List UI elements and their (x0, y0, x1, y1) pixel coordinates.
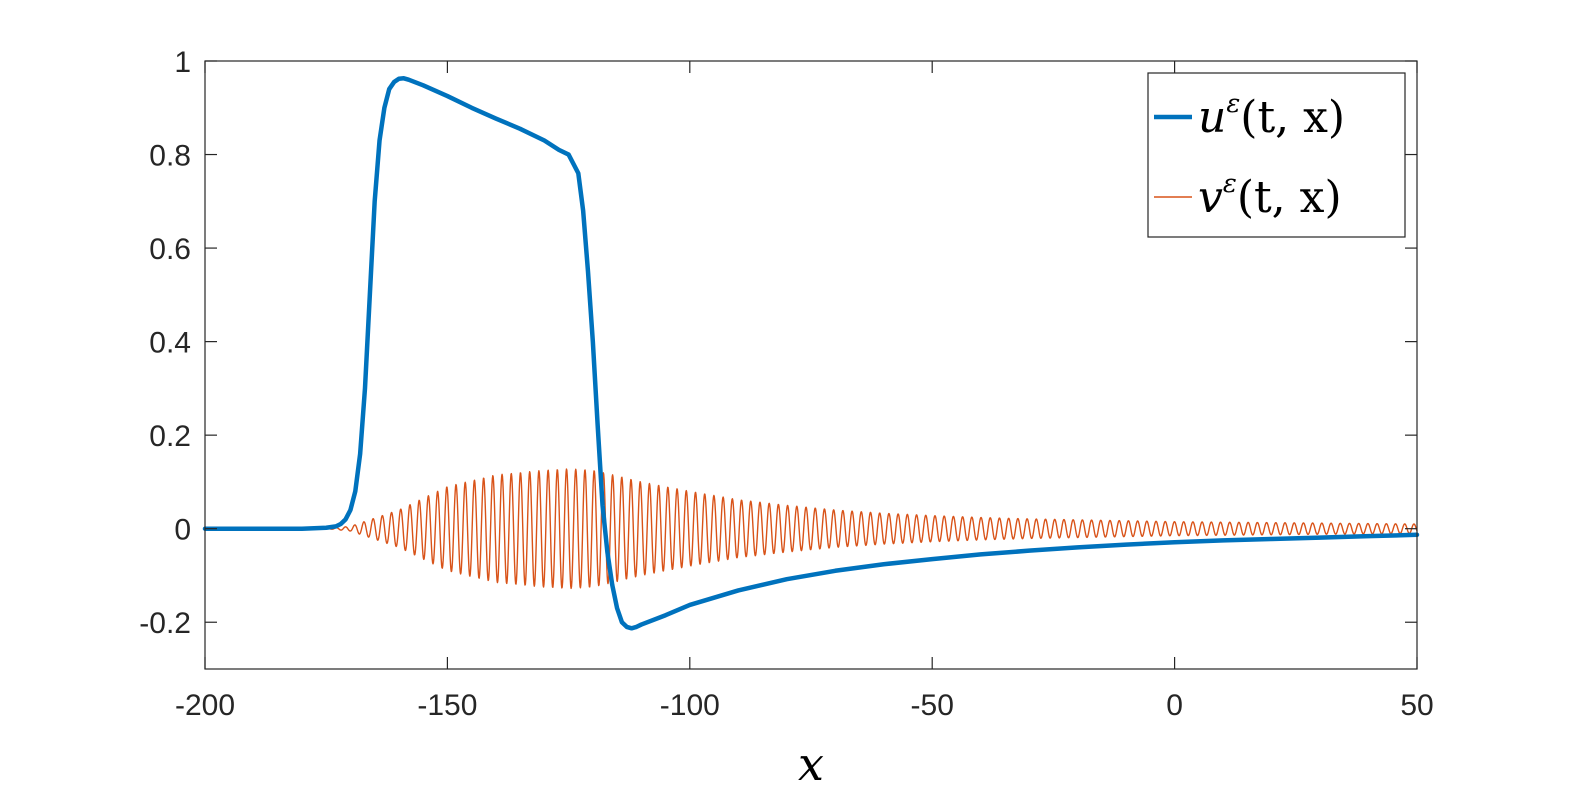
x-tick-label: -50 (911, 689, 954, 722)
series-layer (202, 76, 1420, 631)
axis-layer: -200 -150 -100 -50 0 50 -0.2 0 0.2 0.4 0.6 0.8 1 (139, 46, 1433, 722)
legend-label-v-main: v (1198, 172, 1223, 223)
x-tick-label: -100 (660, 689, 720, 722)
x-tick-label: 0 (1166, 689, 1183, 722)
legend-label-v-sup: ε (1223, 169, 1237, 199)
y-tick-label: 0.4 (149, 327, 191, 360)
legend-box (1147, 72, 1406, 238)
y-tick-label: -0.2 (139, 607, 191, 640)
legend-label-v: vε(t, x) (1198, 169, 1342, 223)
y-tick-label: 0.2 (149, 420, 191, 453)
legend: uε(t, x) vε(t, x) (1147, 72, 1406, 238)
x-axis-label: x (798, 737, 824, 791)
x-tick-label: -200 (175, 689, 235, 722)
y-tick-label: 1 (174, 46, 191, 79)
legend-label-u-main: u (1198, 92, 1226, 143)
legend-label-u: uε(t, x) (1198, 89, 1345, 143)
legend-label-v-tail: (t, x) (1237, 172, 1342, 223)
y-tick-label: 0.6 (149, 233, 191, 266)
series-line-v (204, 468, 1418, 590)
y-tick-label: 0.8 (149, 140, 191, 173)
x-tick-label: -150 (417, 689, 477, 722)
x-tick-label: 50 (1400, 689, 1433, 722)
legend-label-u-sup: ε (1226, 89, 1240, 119)
legend-label-u-tail: (t, x) (1240, 92, 1345, 143)
plot-frame (204, 60, 1418, 670)
y-tick-label: 0 (174, 514, 191, 547)
series-line-u (202, 76, 1420, 631)
